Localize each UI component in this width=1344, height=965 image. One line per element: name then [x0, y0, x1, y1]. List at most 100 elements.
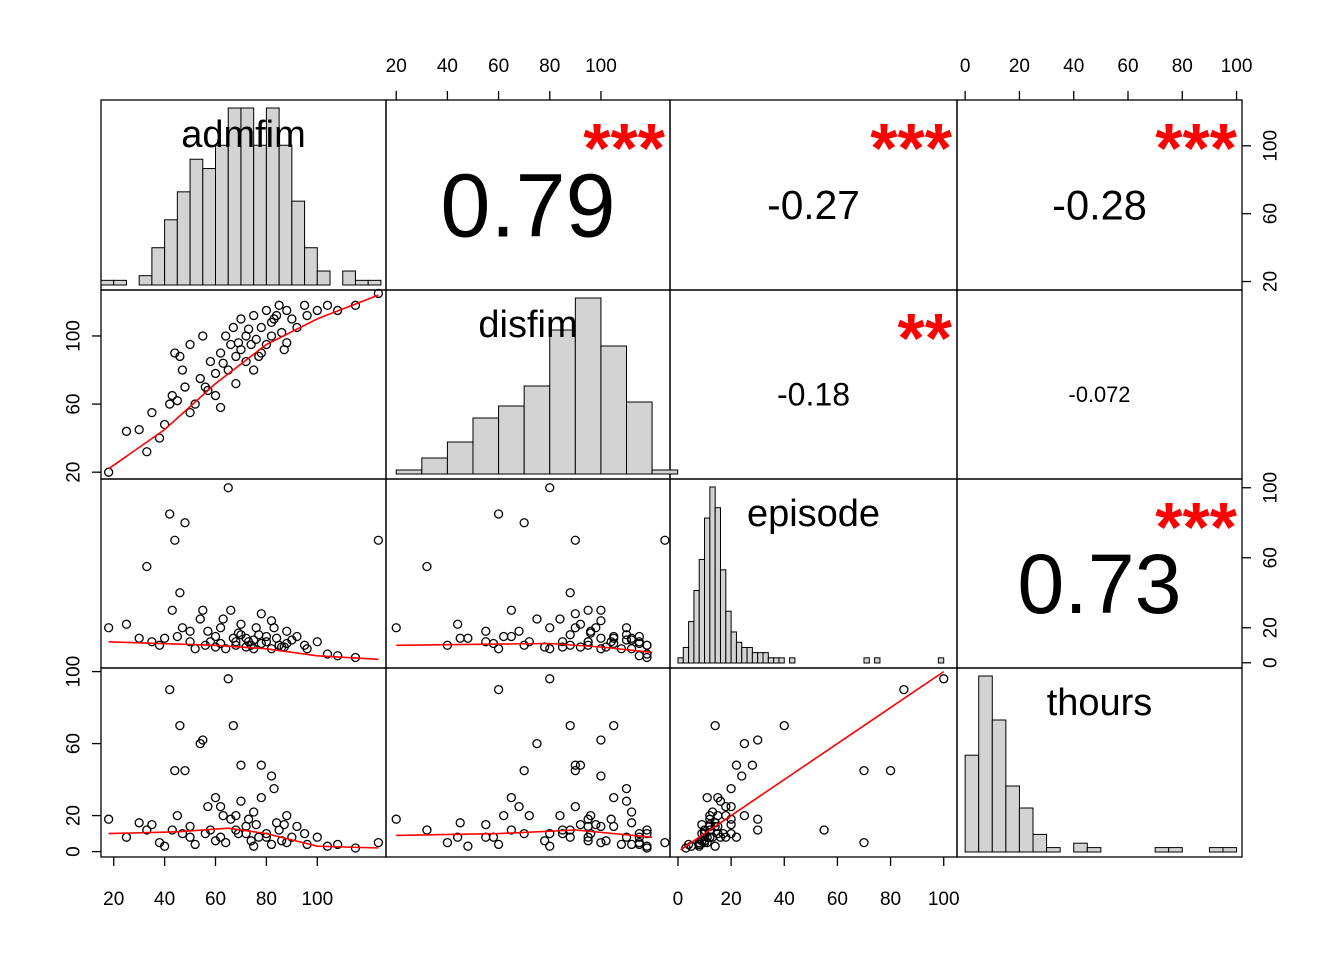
point [167, 605, 177, 615]
point [570, 760, 580, 770]
point [463, 633, 473, 643]
point [583, 605, 593, 615]
histogram-bar [757, 652, 764, 664]
point [231, 351, 241, 362]
point [243, 637, 254, 647]
point [739, 738, 750, 749]
x-tick-label: 40 [1063, 56, 1084, 77]
point [422, 825, 432, 835]
histogram-bar [304, 247, 318, 286]
point [721, 801, 731, 812]
point [254, 630, 264, 640]
x-tick-label: 80 [1172, 56, 1193, 77]
histogram-bar [1018, 807, 1034, 853]
significance-stars: *** [583, 109, 665, 187]
point [254, 832, 264, 842]
point [555, 810, 565, 821]
point [134, 424, 144, 435]
point [185, 339, 195, 350]
point [121, 426, 132, 436]
x-tick-label: 20 [721, 889, 742, 910]
point [266, 771, 277, 781]
histogram-bar [714, 507, 721, 664]
point [539, 836, 550, 846]
point [170, 535, 180, 545]
point [147, 819, 157, 830]
y-tick-label: 20 [64, 805, 85, 826]
variable-name: thours [1047, 682, 1153, 724]
point [586, 810, 596, 821]
point [279, 819, 289, 830]
point [142, 447, 152, 457]
point [609, 792, 619, 803]
significance-stars: *** [870, 109, 952, 187]
point [287, 314, 297, 324]
point [626, 818, 637, 828]
point [256, 322, 266, 333]
point [203, 385, 213, 396]
point [210, 390, 221, 401]
histogram-bar [113, 279, 127, 286]
point [203, 626, 213, 636]
point [185, 637, 195, 647]
point [256, 760, 266, 770]
point [519, 765, 529, 776]
point [134, 633, 144, 643]
point [726, 783, 736, 794]
histogram-bar [446, 441, 474, 475]
histogram-bar [523, 385, 551, 475]
x-tick-label: 0 [960, 56, 971, 77]
histogram-bar [978, 675, 993, 853]
point [165, 399, 175, 409]
point [322, 649, 333, 659]
variable-name: episode [747, 493, 880, 535]
histogram-bar [1032, 833, 1048, 853]
point [215, 832, 226, 842]
x-tick-label: 20 [386, 56, 407, 77]
point [266, 331, 277, 341]
point [175, 720, 185, 731]
histogram-bar [1046, 847, 1061, 853]
point [545, 623, 555, 633]
y-tick-label: 100 [64, 656, 85, 688]
panel [385, 667, 671, 858]
point [269, 623, 279, 633]
point [493, 684, 504, 695]
point [215, 801, 226, 812]
x-tick-label: 20 [103, 889, 124, 910]
point [246, 836, 256, 846]
point [302, 644, 312, 654]
significance-stars: ** [898, 299, 953, 377]
point [236, 314, 246, 324]
point [180, 382, 190, 392]
point [282, 810, 292, 821]
point [180, 765, 190, 776]
point [159, 633, 170, 643]
point [596, 837, 606, 848]
point [455, 633, 465, 643]
histogram-bar [698, 558, 706, 664]
point [591, 819, 601, 830]
histogram-bar [789, 657, 796, 664]
histogram-bar [688, 621, 695, 664]
point [243, 324, 254, 334]
point [249, 365, 259, 375]
histogram-bar [773, 657, 780, 664]
point [218, 810, 228, 821]
y-tick-label: 100 [1261, 472, 1282, 504]
point [710, 841, 720, 851]
histogram-bar [751, 652, 759, 664]
point [660, 837, 670, 848]
histogram-bar [863, 657, 870, 664]
point [231, 810, 241, 821]
point [103, 814, 114, 824]
point [231, 637, 241, 647]
point [391, 814, 401, 824]
point [228, 720, 238, 731]
y-tick-label: 20 [64, 462, 85, 483]
point [256, 609, 266, 619]
histogram-bar [138, 275, 153, 286]
point [215, 638, 226, 649]
point [170, 765, 180, 776]
histogram-bar [354, 279, 369, 286]
